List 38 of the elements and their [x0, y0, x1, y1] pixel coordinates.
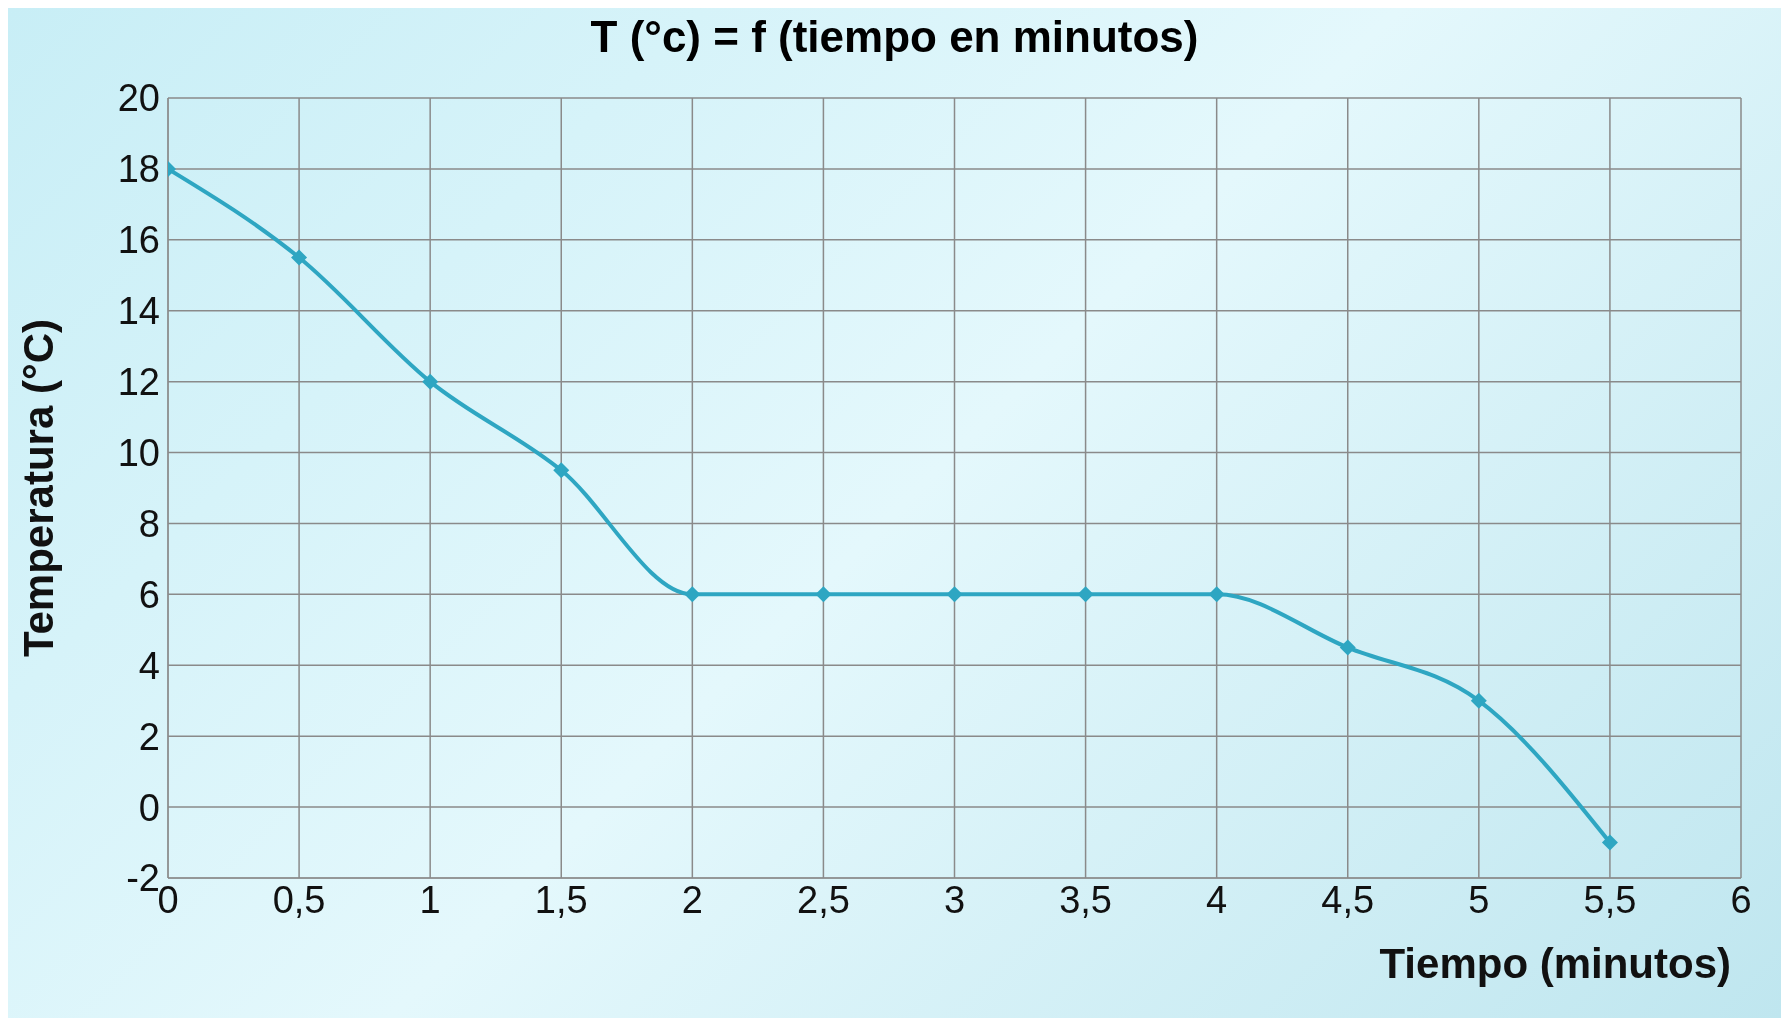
point — [553, 462, 570, 479]
x-tick-label: 2,5 — [797, 878, 850, 921]
y-tick-label: 16 — [117, 219, 160, 262]
x-tick-label: 4,5 — [1321, 878, 1375, 921]
chart-title: T (°c) = f (tiempo en minutos) — [589, 12, 1200, 62]
x-tick-label: 5,5 — [1583, 878, 1637, 921]
x-tick-label: 4 — [1206, 878, 1228, 921]
y-tick-label: 0 — [138, 786, 160, 829]
y-tick-label: 18 — [117, 148, 160, 191]
point — [684, 586, 701, 603]
x-axis-title: Tiempo (minutos) — [1379, 940, 1731, 987]
x-tick-label: 6 — [1730, 878, 1752, 921]
y-tick-label: 2 — [138, 715, 160, 758]
y-tick-label: 12 — [117, 361, 160, 404]
y-tick-label: 4 — [138, 644, 160, 687]
x-tick-label: 3 — [943, 878, 966, 921]
x-tick-label: 3,5 — [1059, 878, 1112, 921]
point — [946, 586, 963, 603]
x-tick-label: 5 — [1468, 878, 1490, 921]
y-tick-label: 14 — [117, 290, 160, 333]
point — [1339, 639, 1356, 656]
point — [815, 586, 832, 603]
x-tick-label: 2 — [681, 878, 703, 921]
point — [1601, 834, 1618, 851]
y-tick-label: 20 — [117, 77, 160, 120]
x-tick-label: 1 — [419, 878, 441, 921]
point — [422, 373, 439, 390]
y-tick-label: 6 — [138, 573, 160, 616]
y-tick-label: 10 — [117, 432, 160, 475]
y-tick-label: 8 — [138, 502, 160, 545]
x-tick-label: 0,5 — [272, 878, 326, 921]
point — [1208, 586, 1225, 603]
point — [1077, 586, 1094, 603]
x-tick-label: 1,5 — [534, 878, 588, 921]
point — [291, 249, 308, 266]
y-axis-title: Temperatura (°C) — [14, 318, 62, 658]
y-tick-label: -2 — [126, 857, 160, 900]
point — [1470, 692, 1487, 709]
